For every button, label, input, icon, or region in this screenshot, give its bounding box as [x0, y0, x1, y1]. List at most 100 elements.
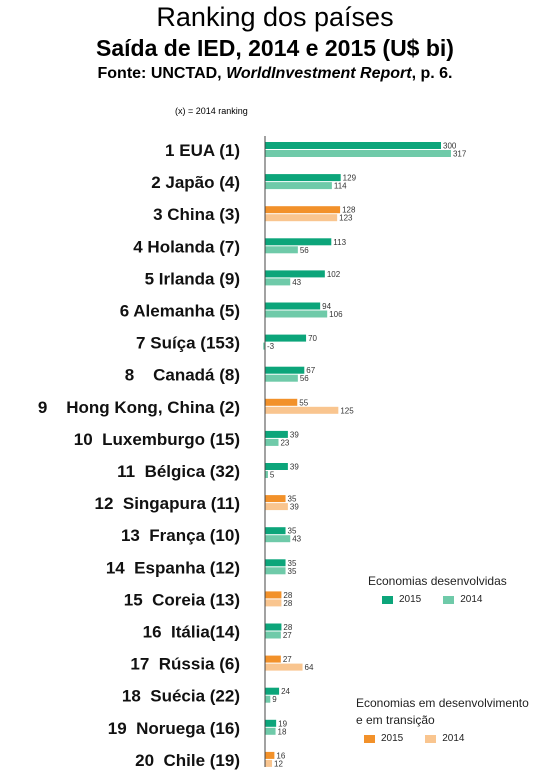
category-label: 15 Coreia (13): [124, 590, 240, 609]
category-label: 9 Hong Kong, China (2): [38, 398, 240, 417]
bar-2014: [265, 438, 279, 446]
category-label: 10 Luxemburgo (15): [74, 430, 240, 449]
category-label: 7 Suíça (153): [136, 334, 240, 353]
value-label-2014: 28: [283, 599, 292, 608]
legend-developed-title: Economias desenvolvidas: [368, 574, 507, 588]
value-label-2015: 19: [278, 719, 287, 728]
value-label-2015: 39: [290, 430, 299, 439]
legend-developed-2014-swatch: [443, 595, 455, 604]
bar-2015: [265, 719, 277, 727]
bar-2014: [265, 246, 298, 254]
bar-2015: [265, 398, 298, 406]
bar-2015: [265, 463, 288, 470]
value-label-2014: 123: [339, 214, 353, 223]
value-label-2015: 129: [343, 174, 357, 183]
value-label-2014: 39: [290, 503, 299, 512]
value-label-2015: 35: [288, 559, 297, 568]
value-label-2014: 106: [329, 310, 343, 319]
ranking-note: (x) = 2014 ranking: [175, 106, 248, 116]
legend-developed-2014-label: 2014: [460, 594, 483, 605]
value-label-2014: 9: [272, 695, 277, 704]
value-label-2015: 113: [333, 238, 346, 247]
bar-2015: [265, 174, 341, 182]
value-label-2014: 125: [340, 406, 354, 415]
value-label-2014: 64: [305, 663, 314, 672]
value-label-2014: 56: [300, 246, 309, 255]
bar-2015: [265, 302, 321, 310]
value-label-2015: 70: [308, 334, 317, 343]
category-label: 18 Suécia (22): [122, 687, 240, 706]
bar-2014: [265, 471, 268, 478]
category-label: 19 Noruega (16): [108, 719, 240, 738]
legend-developing: Economias em desenvolvimento e em transi…: [356, 696, 529, 744]
source-prefix: Fonte: UNCTAD,: [97, 65, 227, 82]
bar-2014: [265, 278, 291, 286]
value-label-2015: 39: [290, 463, 299, 472]
value-label-2015: 16: [276, 751, 285, 760]
legend-developing-2014-swatch: [425, 734, 437, 743]
bar-2014: [265, 406, 339, 414]
bar-2014: [265, 631, 281, 639]
value-label-2014: 5: [270, 471, 275, 480]
legend-developing-title-2: e em transição: [356, 713, 435, 727]
category-label: 17 Rússia (6): [130, 655, 240, 674]
category-label: 13 França (10): [121, 526, 240, 545]
bar-2014: [265, 503, 288, 511]
value-label-2015: 67: [306, 366, 315, 375]
value-label-2014: 27: [283, 631, 292, 640]
bar-2014: [265, 727, 276, 735]
value-label-2015: 94: [322, 302, 331, 311]
bar-2014: [265, 663, 303, 671]
value-label-2014: -3: [267, 342, 275, 351]
legend-developing-2014-label: 2014: [442, 733, 465, 744]
value-label-2014: 18: [278, 727, 287, 736]
category-label: 14 Espanha (12): [106, 558, 240, 577]
category-label: 2 Japão (4): [151, 173, 240, 192]
bar-2015: [265, 334, 307, 342]
bar-2014: [265, 567, 286, 575]
bar-2014: [265, 214, 338, 222]
bar-2015: [265, 206, 341, 214]
category-label: 11 Bélgica (32): [117, 462, 240, 481]
category-label: 6 Alemanha (5): [120, 302, 240, 321]
value-label-2014: 35: [288, 567, 297, 576]
bar-2015: [265, 623, 282, 631]
category-label: 3 China (3): [153, 205, 240, 224]
value-label-2015: 102: [327, 270, 341, 279]
value-label-2015: 128: [342, 206, 356, 215]
value-label-2015: 35: [288, 495, 297, 504]
bar-2015: [265, 687, 280, 695]
bar-2015: [265, 559, 286, 567]
value-label-2014: 114: [334, 182, 347, 191]
bar-2014: [265, 535, 291, 543]
bar-2014: [265, 310, 328, 318]
value-label-2015: 27: [283, 655, 292, 664]
bar-2015: [265, 366, 305, 374]
legend-developing-2015-label: 2015: [381, 733, 404, 744]
bar-2015: [265, 430, 288, 438]
value-label-2014: 12: [274, 759, 283, 768]
legend-developed-2015-label: 2015: [399, 594, 422, 605]
legend-developing-2015-swatch: [364, 734, 375, 743]
bar-2014: [265, 374, 298, 382]
bar-2015: [265, 591, 282, 599]
legend-developed: Economias desenvolvidas 2015 2014: [368, 574, 507, 605]
category-label: 4 Holanda (7): [133, 237, 240, 256]
bar-2015: [265, 238, 332, 246]
value-label-2015: 300: [443, 142, 457, 151]
bar-2015: [265, 495, 286, 503]
value-label-2014: 317: [453, 150, 467, 159]
category-label: 12 Singapura (11): [95, 494, 241, 513]
chart-title: Ranking dos países: [156, 2, 394, 32]
chart-source: Fonte: UNCTAD, WorldInvestment Report, p…: [0, 65, 550, 83]
bar-2014: [265, 695, 271, 703]
category-label: 1 EUA (1): [165, 141, 240, 160]
category-label: 8 Canadá (8): [125, 366, 240, 385]
value-label-2014: 43: [292, 535, 301, 544]
value-label-2015: 35: [288, 527, 297, 536]
category-label: 20 Chile (19): [135, 751, 240, 770]
bar-2014: [265, 759, 273, 767]
value-label-2014: 23: [280, 438, 289, 447]
value-label-2014: 43: [292, 278, 301, 287]
